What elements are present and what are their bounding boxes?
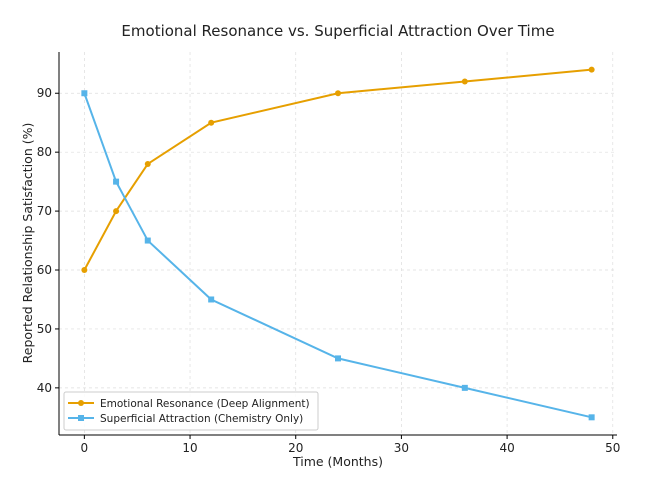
x-axis-label: Time (Months) bbox=[292, 454, 383, 469]
series-group bbox=[81, 66, 595, 421]
data-point bbox=[81, 90, 88, 97]
data-point bbox=[144, 237, 151, 244]
y-tick-label: 90 bbox=[37, 86, 52, 100]
y-tick-label: 40 bbox=[37, 381, 52, 395]
data-point bbox=[81, 267, 88, 274]
legend-box bbox=[63, 391, 319, 431]
data-point bbox=[588, 414, 595, 421]
x-tick-label: 20 bbox=[288, 441, 303, 455]
data-point bbox=[208, 119, 215, 126]
legend: Emotional Resonance (Deep Alignment) Supe… bbox=[63, 391, 319, 431]
x-tick-label: 50 bbox=[605, 441, 620, 455]
data-point bbox=[208, 296, 215, 303]
legend-marker bbox=[78, 400, 84, 406]
y-tick-label: 70 bbox=[37, 204, 52, 218]
data-point bbox=[461, 384, 468, 391]
x-tick-label: 0 bbox=[81, 441, 89, 455]
y-tick-label: 50 bbox=[37, 322, 52, 336]
data-point bbox=[335, 355, 341, 362]
series-line bbox=[83, 92, 592, 419]
data-point bbox=[113, 208, 120, 215]
x-tick-label: 30 bbox=[394, 441, 409, 455]
legend-marker bbox=[78, 415, 84, 421]
x-tick-label: 10 bbox=[182, 441, 197, 455]
grid bbox=[59, 52, 617, 435]
x-tick-label: 40 bbox=[499, 441, 514, 455]
data-point bbox=[588, 66, 595, 73]
legend-label: Emotional Resonance (Deep Alignment) bbox=[100, 398, 310, 410]
data-point bbox=[144, 160, 151, 167]
series-line bbox=[83, 68, 592, 271]
y-axis-label: Reported Relationship Satisfaction (%) bbox=[20, 123, 35, 364]
y-tick-label: 80 bbox=[37, 145, 52, 159]
chart-title: Emotional Resonance vs. Superficial Attr… bbox=[121, 22, 554, 40]
data-point bbox=[335, 90, 341, 97]
ticks: 0 10 20 30 40 50 40 50 60 70 80 90 bbox=[37, 86, 621, 455]
data-point bbox=[113, 178, 120, 185]
y-tick-label: 60 bbox=[37, 263, 52, 277]
legend-label: Superficial Attraction (Chemistry Only) bbox=[100, 413, 303, 425]
data-point bbox=[461, 78, 468, 85]
